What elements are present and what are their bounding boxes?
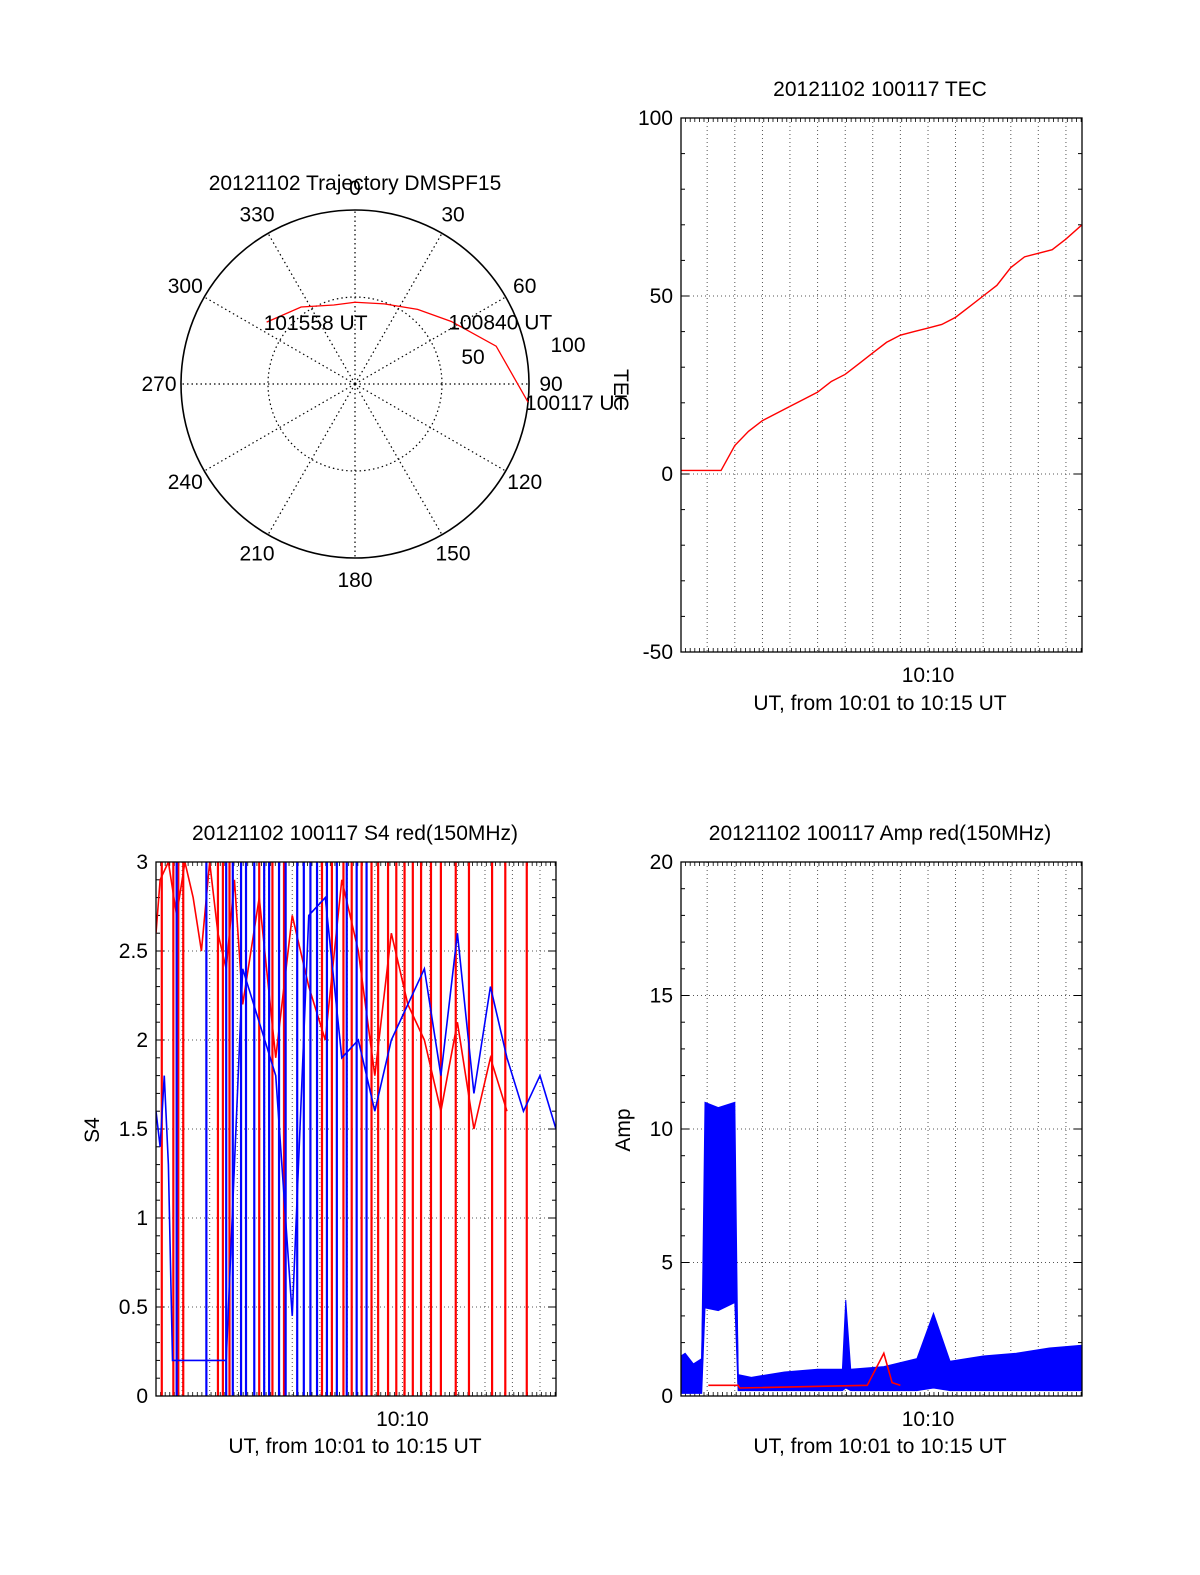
- s4-title: 20121102 100117 S4 red(150MHz): [192, 822, 518, 845]
- s4-panel: 20121102 100117 S4 red(150MHz) UT, from …: [81, 822, 557, 1458]
- s4-frame: [155, 861, 557, 1397]
- polar-azimuth-label: 120: [507, 471, 542, 494]
- s4-xlabel: UT, from 10:01 to 10:15 UT: [228, 1435, 481, 1458]
- polar-grid-spoke: [204, 296, 356, 385]
- tec-xlabel: UT, from 10:01 to 10:15 UT: [753, 692, 1006, 715]
- s4-ylabel: S4: [81, 1117, 104, 1143]
- trajectory-time-label: 100840 UT: [448, 311, 552, 334]
- polar-grid-spoke: [354, 383, 443, 535]
- amp-frame: [680, 861, 1083, 1397]
- s4-xtick-label: 10:10: [376, 1408, 429, 1431]
- polar-azimuth-label: 180: [337, 569, 372, 592]
- polar-grid: [181, 210, 529, 558]
- s4-data: [156, 862, 556, 1396]
- trajectory-line: [266, 301, 529, 403]
- amp-series-line: [708, 1351, 901, 1389]
- s4-ytick-label: 0.5: [119, 1296, 148, 1319]
- polar-azimuth-label: 60: [513, 275, 536, 298]
- trajectory-panel: 20121102 Trajectory DMSPF15 0 30 60 90 120 15…: [141, 172, 632, 592]
- amp-ytick-label: 20: [650, 851, 673, 874]
- amp-xtick-label: 10:10: [902, 1408, 955, 1431]
- tec-ytick-label: 50: [650, 285, 673, 308]
- polar-azimuth-labels: 0 30 60 90 120 150 180 210 240 270 300 330: [141, 177, 562, 592]
- s4-plot-area: 0 0.5 1 1.5 2 2.5 3 10:10: [119, 851, 557, 1431]
- tec-ytick-label: 100: [638, 107, 673, 130]
- amp-series-line: [681, 1208, 1082, 1384]
- amp-ytick-label: 10: [650, 1118, 673, 1141]
- trajectory-time-label: 101558 UT: [264, 312, 368, 335]
- tec-frame: [680, 117, 1083, 653]
- polar-azimuth-label: 30: [441, 203, 464, 226]
- trajectory-annotations: 101558 UT 100840 UT 100117 UT: [264, 311, 628, 415]
- polar-grid-spoke: [267, 383, 356, 535]
- polar-azimuth-label: 300: [168, 275, 203, 298]
- s4-series-line: [156, 895, 556, 1362]
- polar-grid-spoke: [204, 383, 356, 472]
- amp-series-band: [681, 1101, 1082, 1394]
- polar-radial-labels: 50 100: [461, 334, 585, 369]
- polar-radial-label: 50: [461, 346, 484, 369]
- trajectory-track: [266, 301, 529, 403]
- tec-ytick-label: 0: [661, 463, 673, 486]
- amp-xlabel: UT, from 10:01 to 10:15 UT: [753, 1435, 1006, 1458]
- polar-grid-spoke: [354, 233, 443, 385]
- polar-grid-spoke: [354, 383, 506, 472]
- tec-series-line: [681, 224, 1082, 472]
- tec-ytick-label: -50: [643, 641, 673, 664]
- tec-plot-area: -50 0 50 100 10:10: [638, 107, 1083, 687]
- amp-title: 20121102 100117 Amp red(150MHz): [709, 822, 1051, 845]
- tec-side-label: TEC: [609, 369, 632, 411]
- s4-ytick-label: 1.5: [119, 1118, 148, 1141]
- polar-grid-spoke: [354, 296, 506, 385]
- s4-ytick-label: 2: [136, 1029, 148, 1052]
- polar-azimuth-label: 150: [435, 543, 470, 566]
- amp-ylabel: Amp: [612, 1108, 635, 1151]
- polar-radial-label: 100: [550, 334, 585, 357]
- amp-ytick-label: 0: [661, 1385, 673, 1408]
- trajectory-time-label: 100117 UT: [525, 392, 628, 415]
- polar-azimuth-label: 90: [539, 373, 562, 396]
- polar-grid-spoke: [267, 233, 356, 385]
- amp-panel: 20121102 100117 Amp red(150MHz) UT, from…: [612, 822, 1083, 1458]
- polar-azimuth-label: 210: [239, 543, 274, 566]
- amp-plot-area: 0 5 10 15 20 10:10: [650, 851, 1083, 1431]
- s4-ytick-label: 0: [136, 1385, 148, 1408]
- amp-data: [681, 1101, 1082, 1394]
- tec-data: [681, 224, 1082, 472]
- polar-azimuth-label: 330: [239, 203, 274, 226]
- polar-azimuth-label: 240: [168, 471, 203, 494]
- s4-ytick-label: 3: [136, 851, 148, 874]
- polar-azimuth-label: 270: [141, 373, 176, 396]
- tec-panel: 20121102 100117 TEC UT, from 10:01 to 10…: [638, 78, 1083, 715]
- trajectory-title: 20121102 Trajectory DMSPF15: [209, 172, 502, 195]
- s4-ytick-label: 2.5: [119, 940, 148, 963]
- amp-ytick-label: 15: [650, 985, 673, 1008]
- tec-title: 20121102 100117 TEC: [773, 78, 987, 101]
- polar-outer-ring: [180, 209, 530, 559]
- polar-azimuth-label: 0: [349, 177, 361, 200]
- s4-ytick-label: 1: [136, 1207, 148, 1230]
- amp-ytick-label: 5: [661, 1252, 673, 1275]
- tec-xtick-label: 10:10: [902, 664, 955, 687]
